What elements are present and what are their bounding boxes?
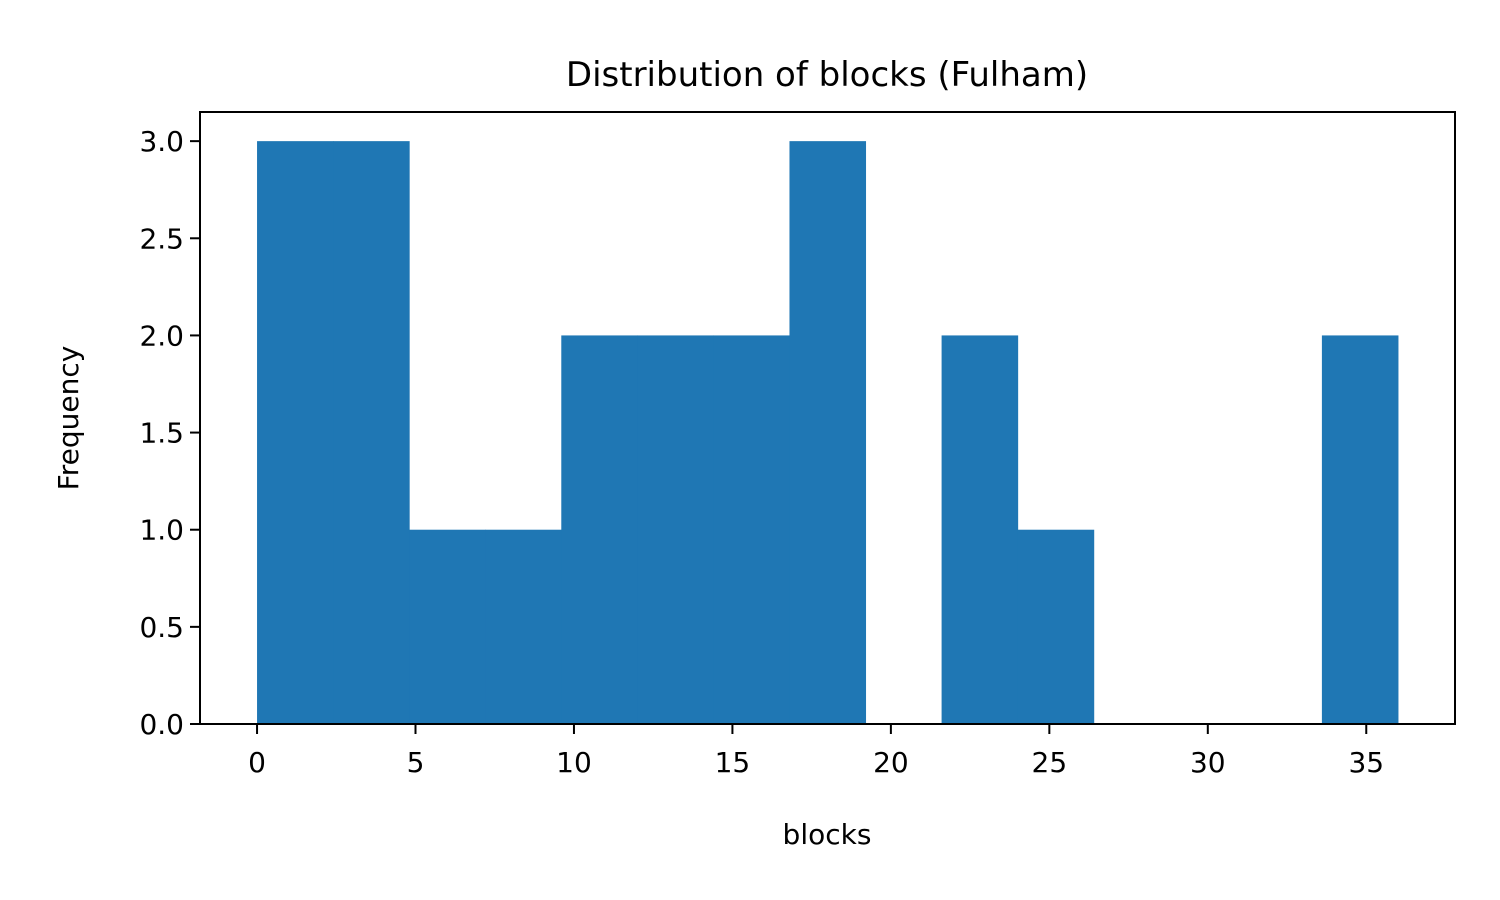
x-axis-label: blocks: [783, 818, 872, 851]
plot-frame: [199, 111, 1456, 725]
y-tick-label: 0.5: [139, 611, 184, 644]
histogram-bar: [409, 529, 486, 724]
histogram-bar: [941, 335, 1019, 724]
histogram-bar: [637, 335, 714, 724]
x-axis-ticks: 0 5 10 15 20 25 30 35: [248, 724, 1384, 779]
x-tick-label: 25: [1032, 746, 1068, 779]
histogram-bar: [789, 141, 867, 725]
histogram-bar: [1321, 335, 1399, 724]
y-axis-label: Frequency: [52, 346, 85, 491]
x-tick-label: 5: [407, 746, 425, 779]
y-tick-label: 3.0: [139, 125, 184, 158]
x-tick-label: 30: [1190, 746, 1226, 779]
bars: [257, 141, 1399, 725]
x-tick-label: 10: [556, 746, 592, 779]
y-tick-label: 1.0: [139, 514, 184, 547]
chart-title: Distribution of blocks (Fulham): [566, 55, 1088, 95]
y-tick-label: 2.5: [139, 222, 184, 255]
histogram-bar: [1017, 529, 1095, 724]
y-tick-label: 0.0: [139, 708, 184, 741]
x-tick-label: 0: [248, 746, 266, 779]
histogram-bar: [713, 335, 790, 724]
y-tick-label: 1.5: [139, 417, 184, 450]
x-tick-label: 20: [873, 746, 909, 779]
histogram-bar: [257, 141, 334, 725]
y-tick-label: 2.0: [139, 319, 184, 352]
histogram-bar: [485, 529, 562, 724]
histogram-bar: [561, 335, 638, 724]
x-tick-label: 15: [715, 746, 751, 779]
y-axis-ticks: 0.0 0.5 1.0 1.5 2.0 2.5 3.0: [139, 125, 200, 741]
histogram-bar: [333, 141, 410, 725]
x-tick-label: 35: [1348, 746, 1384, 779]
